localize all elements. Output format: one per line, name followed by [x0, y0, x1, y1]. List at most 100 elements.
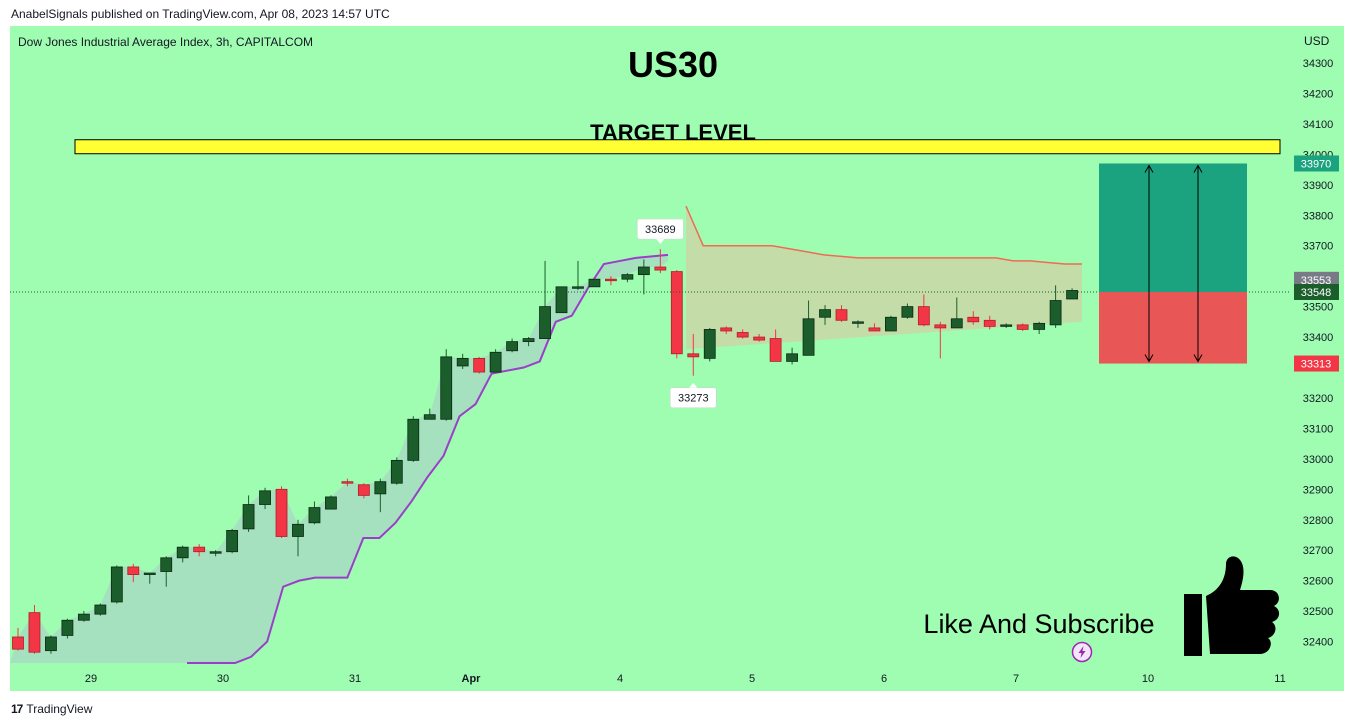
x-tick-label: 30 [217, 673, 229, 685]
candle-body [572, 286, 584, 289]
candle-body [720, 327, 733, 332]
stop-loss-zone [1099, 291, 1247, 364]
candle [160, 556, 173, 587]
candle-body [934, 324, 947, 329]
candle [769, 329, 782, 362]
candle-body [687, 353, 700, 358]
upper-cloud-line [685, 205, 1082, 265]
candle-body [407, 418, 420, 461]
candle-body [77, 613, 90, 621]
candle-body [885, 316, 897, 332]
last-close-tag: 33553 [1294, 271, 1339, 288]
candle [736, 329, 749, 339]
candle-body [1033, 322, 1046, 330]
candle-body [654, 266, 667, 271]
candle-body [275, 488, 288, 537]
candle-body [506, 341, 519, 352]
candle [670, 270, 683, 359]
candle [687, 334, 700, 376]
y-tick-label: 34100 [1303, 119, 1334, 131]
range-arrow-head-bottom [1193, 354, 1203, 363]
candle [950, 297, 963, 329]
y-tick-label: 34300 [1303, 58, 1334, 70]
y-tick-label: 33000 [1303, 454, 1334, 466]
candle-body [950, 318, 963, 329]
candle-body [588, 278, 601, 288]
candle [77, 611, 90, 622]
candle [506, 338, 519, 353]
last-close-tag-bg [1294, 271, 1339, 288]
candle [308, 501, 321, 525]
y-tick-label: 33900 [1303, 180, 1334, 192]
candle-body [143, 572, 156, 575]
candle [1016, 323, 1029, 331]
stop-loss-tag-label: 33313 [1301, 359, 1332, 371]
candle [61, 618, 74, 639]
candle [983, 315, 996, 330]
range-arrow-head-bottom [1144, 354, 1154, 363]
candle [786, 347, 798, 365]
stop-loss-tag-bg [1294, 355, 1339, 372]
lower-cloud-line [187, 253, 669, 664]
x-tick-label: 4 [617, 673, 623, 685]
candle [1049, 285, 1062, 328]
candle [456, 353, 469, 370]
y-tick-label: 33500 [1303, 302, 1334, 314]
candle [341, 478, 354, 487]
target-level-band [74, 139, 1281, 155]
currency-label: USD [1304, 34, 1330, 48]
candle [423, 408, 436, 420]
x-tick-label: 5 [749, 673, 755, 685]
candle-body [209, 551, 222, 554]
upper-cloud-fill [686, 206, 1082, 350]
candle [292, 519, 304, 557]
high-marker-pointer [656, 239, 665, 245]
candle [12, 627, 24, 651]
thumbs-up-icon [1184, 556, 1280, 656]
candle-body [61, 619, 74, 636]
y-tick-label: 33100 [1303, 423, 1334, 435]
lightning-badge-icon[interactable] [1071, 641, 1093, 663]
range-arrow [1144, 164, 1154, 363]
candle-body [819, 309, 831, 318]
tradingview-brand: TradingView [26, 702, 93, 716]
high-marker: 33689 [637, 218, 684, 245]
candle [127, 563, 140, 583]
x-tick-label: 29 [85, 673, 97, 685]
y-tick-label: 33700 [1303, 241, 1334, 253]
take-profit-zone [1099, 163, 1247, 292]
candle [885, 315, 897, 332]
tradingview-footer[interactable]: 17 TradingView [11, 702, 92, 716]
entry-tag: 33548 [1294, 283, 1339, 300]
x-tick-label: 10 [1142, 673, 1154, 685]
candle-body [242, 504, 255, 530]
y-tick-label: 32700 [1303, 545, 1334, 557]
candle [390, 457, 403, 485]
candle [226, 528, 239, 554]
candle-body [308, 507, 321, 524]
candle-body [357, 484, 370, 496]
y-tick-label: 32800 [1303, 515, 1334, 527]
candle [605, 276, 617, 286]
publisher-line: AnabelSignals published on TradingView.c… [11, 7, 390, 21]
x-tick-label: 31 [349, 673, 361, 685]
candle [473, 356, 486, 374]
candle [967, 311, 980, 325]
candle-body [423, 414, 436, 420]
candle [868, 323, 881, 332]
candle [1000, 323, 1013, 328]
candle-body [983, 319, 996, 327]
candle [720, 326, 733, 335]
entry-tag-bg [1294, 283, 1339, 300]
candle [374, 478, 387, 513]
candle [176, 545, 189, 563]
candle-body [28, 612, 41, 653]
last-close-tag-label: 33553 [1301, 275, 1332, 287]
candle [621, 273, 634, 283]
axes-layer: 3430034200341003400033900338003370033600… [85, 58, 1339, 685]
candle-body [1049, 300, 1062, 326]
candle [110, 565, 123, 604]
candles-layer [12, 249, 1078, 654]
candle-body [917, 306, 930, 326]
